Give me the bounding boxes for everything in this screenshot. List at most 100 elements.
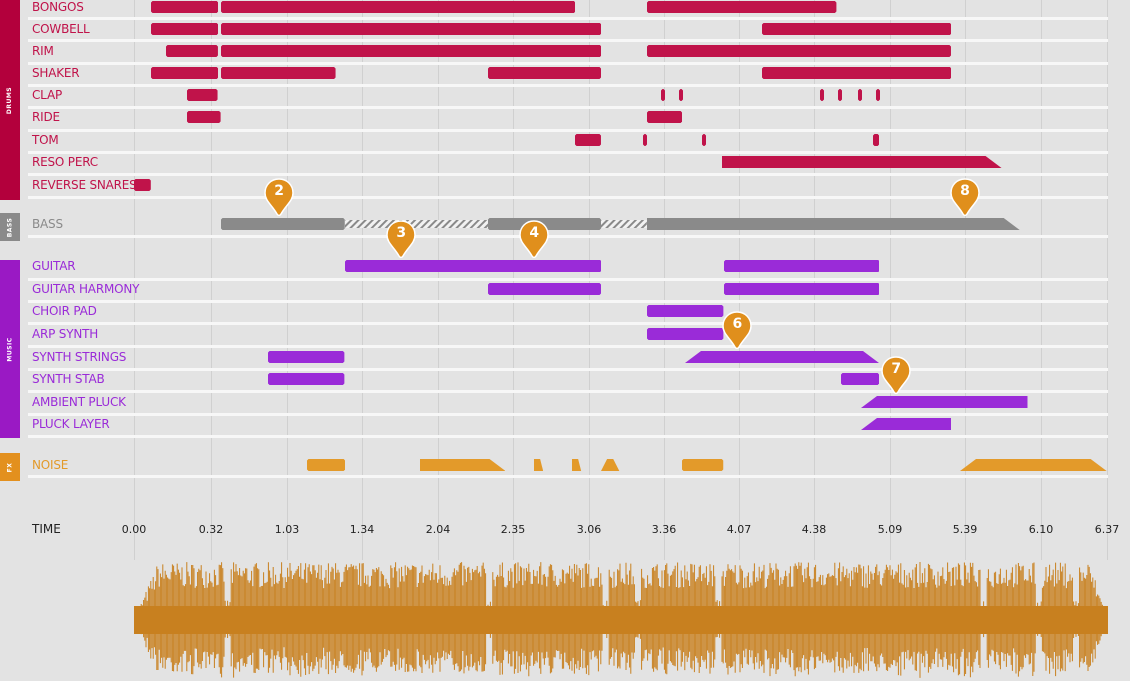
clip-guitar[interactable] xyxy=(344,260,602,272)
clip-ambient-pluck[interactable] xyxy=(861,396,1028,408)
clip-shaker[interactable] xyxy=(150,67,218,79)
clip-noise[interactable] xyxy=(419,459,506,471)
clip-noise[interactable] xyxy=(682,459,724,471)
clip-clap[interactable] xyxy=(660,89,665,101)
row-separator xyxy=(28,62,1108,65)
track-label-bongos[interactable]: BONGOS xyxy=(32,0,84,14)
track-label-reverse-snares[interactable]: REVERSE SNARES xyxy=(32,178,137,192)
track-label-choir-pad[interactable]: CHOIR PAD xyxy=(32,304,97,318)
row-separator xyxy=(28,173,1108,176)
section-label: BASS xyxy=(6,217,14,237)
clip-guitar-harmony[interactable] xyxy=(723,283,880,295)
clip-clap[interactable] xyxy=(187,89,218,101)
marker-pin[interactable]: 4 xyxy=(519,220,549,258)
clip-rim[interactable] xyxy=(166,45,218,57)
marker-pin[interactable]: 3 xyxy=(386,220,417,258)
track-label-tom[interactable]: TOM xyxy=(32,133,59,147)
clip-noise[interactable] xyxy=(601,459,620,471)
marker-pin[interactable]: 7 xyxy=(881,356,911,394)
clip-noise[interactable] xyxy=(306,459,345,471)
marker-number: 3 xyxy=(396,225,407,241)
track-label-bass[interactable]: BASS xyxy=(32,217,63,231)
marker-number: 6 xyxy=(732,316,743,332)
clip-clap[interactable] xyxy=(679,89,684,101)
time-tick-label: 3.36 xyxy=(651,523,677,536)
track-label-shaker[interactable]: SHAKER xyxy=(32,66,80,80)
marker-number: 4 xyxy=(529,225,540,241)
clip-bongos[interactable] xyxy=(221,1,576,13)
time-tick-label: 0.00 xyxy=(121,523,147,536)
clip-reverse-snares[interactable] xyxy=(134,179,151,191)
track-label-synth-stab[interactable]: SYNTH STAB xyxy=(32,372,105,386)
section-label: FX xyxy=(6,462,14,472)
clip-noise[interactable] xyxy=(534,459,544,471)
clip-pluck-layer[interactable] xyxy=(861,418,952,430)
clip-choir-pad[interactable] xyxy=(647,305,724,317)
clip-tom[interactable] xyxy=(642,134,647,146)
clip-ride[interactable] xyxy=(647,111,683,123)
section-fx[interactable]: FX xyxy=(0,453,20,481)
clip-clap[interactable] xyxy=(876,89,881,101)
clip-noise[interactable] xyxy=(572,459,582,471)
clip-synth-strings[interactable] xyxy=(685,351,880,363)
clip-cowbell[interactable] xyxy=(150,23,218,35)
row-separator xyxy=(28,435,1108,438)
clip-reso-perc[interactable] xyxy=(722,156,1002,168)
marker-pin[interactable]: 6 xyxy=(722,311,753,349)
clip-arp-synth[interactable] xyxy=(647,328,724,340)
audio-waveform[interactable] xyxy=(134,556,1108,680)
clip-bongos[interactable] xyxy=(647,1,837,13)
clip-tom[interactable] xyxy=(702,134,707,146)
track-label-reso-perc[interactable]: RESO PERC xyxy=(32,155,98,169)
track-label-ride[interactable]: RIDE xyxy=(32,110,60,124)
marker-pin[interactable]: 2 xyxy=(264,178,294,216)
clip-clap[interactable] xyxy=(819,89,824,101)
clip-synth-stab[interactable] xyxy=(268,373,345,385)
track-label-ambient-pluck[interactable]: AMBIENT PLUCK xyxy=(32,395,126,409)
track-label-pluck-layer[interactable]: PLUCK LAYER xyxy=(32,417,110,431)
clip-synth-strings[interactable] xyxy=(268,351,345,363)
track-label-noise[interactable]: NOISE xyxy=(32,458,69,472)
clip-bass[interactable] xyxy=(221,218,345,230)
clip-noise[interactable] xyxy=(960,459,1107,471)
track-label-cowbell[interactable]: COWBELL xyxy=(32,22,90,36)
clip-shaker[interactable] xyxy=(761,67,952,79)
track-label-guitar-harmony[interactable]: GUITAR HARMONY xyxy=(32,282,140,296)
section-music[interactable]: MUSIC xyxy=(0,260,20,438)
clip-ride[interactable] xyxy=(187,111,222,123)
clip-guitar-harmony[interactable] xyxy=(488,283,602,295)
clip-tom[interactable] xyxy=(873,134,880,146)
track-label-guitar[interactable]: GUITAR xyxy=(32,259,76,273)
clip-bass[interactable] xyxy=(344,218,489,230)
row-separator xyxy=(28,345,1108,348)
track-label-clap[interactable]: CLAP xyxy=(32,88,62,102)
clip-rim[interactable] xyxy=(221,45,602,57)
clip-shaker[interactable] xyxy=(488,67,602,79)
section-drums[interactable]: DRUMS xyxy=(0,0,20,200)
clip-clap[interactable] xyxy=(838,89,843,101)
clip-cowbell[interactable] xyxy=(221,23,602,35)
clip-guitar[interactable] xyxy=(723,260,880,272)
track-label-arp-synth[interactable]: ARP SYNTH xyxy=(32,327,99,341)
waveform-core xyxy=(134,606,1108,634)
track-label-synth-strings[interactable]: SYNTH STRINGS xyxy=(32,350,127,364)
clip-shaker[interactable] xyxy=(221,67,336,79)
marker-number: 7 xyxy=(891,361,902,377)
clip-tom[interactable] xyxy=(575,134,602,146)
clip-bass[interactable] xyxy=(647,218,1020,230)
track-label-rim[interactable]: RIM xyxy=(32,44,54,58)
clip-synth-stab[interactable] xyxy=(841,373,880,385)
clip-bass[interactable] xyxy=(601,218,648,230)
row-separator xyxy=(28,300,1108,303)
time-tick-label: 3.06 xyxy=(576,523,602,536)
clip-bass[interactable] xyxy=(488,218,602,230)
clip-cowbell[interactable] xyxy=(761,23,952,35)
clip-bongos[interactable] xyxy=(150,1,218,13)
clip-rim[interactable] xyxy=(647,45,952,57)
row-separator xyxy=(28,129,1108,132)
clip-clap[interactable] xyxy=(858,89,863,101)
section-bass[interactable]: BASS xyxy=(0,213,20,241)
marker-pin[interactable]: 8 xyxy=(950,178,980,216)
marker-number: 8 xyxy=(960,183,970,199)
